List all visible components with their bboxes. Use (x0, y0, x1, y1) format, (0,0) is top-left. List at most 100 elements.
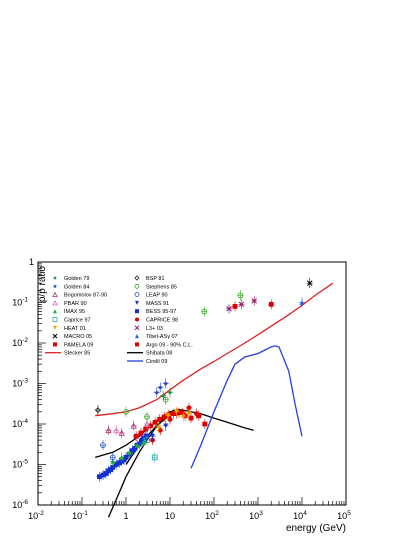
data-point (103, 471, 109, 476)
series-tibet-as-07 (299, 297, 305, 308)
data-point (143, 426, 149, 432)
plot-frame (37, 261, 347, 506)
y-tick-label: 1 (29, 257, 34, 267)
data-point (237, 292, 244, 299)
legend-label: Stephens 85 (146, 284, 177, 290)
legend-item: Golden 84 (52, 284, 89, 290)
legend-label: PAMELA 09 (64, 342, 93, 348)
data-point (130, 422, 137, 429)
legend-marker (52, 317, 58, 322)
legend-label: Golden 79 (64, 276, 89, 282)
legend-label: MACRO 05 (64, 334, 92, 340)
legend: Golden 79 Golden 84 Bogomolov 87-90 PBAR 90… (45, 275, 193, 365)
series-bsp-81 (94, 405, 101, 416)
legend-marker (53, 325, 57, 330)
data-point (163, 380, 169, 386)
data-point (163, 423, 169, 429)
data-point (148, 423, 153, 429)
data-point (194, 411, 199, 417)
data-point (109, 454, 116, 461)
legend-marker (135, 309, 139, 314)
data-point (251, 298, 257, 304)
data-point (144, 437, 150, 443)
series-heat-01 (155, 406, 192, 433)
data-point (186, 405, 192, 411)
data-point (232, 304, 238, 309)
data-point (167, 389, 173, 395)
legend-item: Golden 79 (52, 275, 89, 282)
data-point (136, 441, 142, 447)
data-point (100, 442, 106, 448)
series-golden-84 (153, 378, 169, 398)
legend-marker (135, 317, 139, 322)
series-stecker-85 (95, 282, 334, 417)
legend-marker (53, 342, 57, 347)
data-point (167, 416, 173, 422)
data-point (130, 448, 135, 454)
legend-item: Bogomolov 87-90 (52, 291, 107, 299)
legend-marker (135, 334, 139, 339)
data-point (143, 420, 151, 427)
legend-label: Shibata 08 (146, 351, 172, 357)
legend-marker (134, 283, 140, 289)
legend-item: L3+ 03 (134, 325, 163, 332)
series-line (95, 282, 334, 417)
data-point (226, 306, 232, 312)
legend-item: MACRO 05 (52, 333, 92, 340)
legend-item: HEAT 01 (53, 325, 86, 332)
legend-item: Cirelli 09 (127, 359, 167, 365)
data-point (162, 396, 169, 403)
legend-marker (134, 292, 140, 298)
legend-label: BSP 81 (146, 276, 165, 282)
data-point (157, 416, 162, 422)
data-point (161, 414, 167, 420)
legend-item: BSP 81 (134, 275, 165, 282)
data-point (113, 426, 120, 434)
data-point (179, 410, 185, 416)
x-tick-label: 104 (293, 510, 307, 521)
data-point (150, 433, 155, 439)
legend-marker (134, 325, 140, 331)
data-point (306, 280, 313, 286)
legend-item: LEAP 90 (134, 292, 168, 299)
x-tick-label: 10 (165, 511, 175, 521)
legend-item: Argo 09 - 90% C.L. (135, 342, 193, 348)
legend-marker (52, 291, 58, 298)
data-point (110, 464, 116, 470)
legend-label: Golden 84 (64, 284, 89, 290)
legend-label: Cirelli 09 (146, 359, 167, 365)
legend-label: IMAX 95 (64, 309, 85, 315)
data-point (156, 425, 161, 431)
data-point (133, 433, 139, 439)
legend-marker (134, 275, 140, 281)
x-tick-label: 105 (337, 510, 351, 521)
legend-label: Tibet-ASγ 07 (146, 334, 178, 340)
data-point (180, 414, 186, 420)
data-point (94, 407, 101, 414)
data-point (202, 421, 208, 427)
x-tick-label: 103 (249, 510, 263, 521)
legend-label: HEAT 01 (64, 326, 86, 332)
data-point (176, 410, 182, 416)
data-point (141, 440, 146, 445)
y-axis-label: p̄/p ratio (37, 266, 48, 303)
legend-item: Tibet-ASγ 07 (135, 334, 178, 340)
series-argo-09-90-c-l (231, 299, 275, 312)
legend-item: CAPRICE 98 (135, 317, 178, 324)
x-axis-label: energy (GeV) (286, 523, 346, 534)
legend-label: Bogomolov 87-90 (64, 293, 107, 299)
legend-label: Argo 09 - 90% C.L. (146, 342, 193, 348)
data-point (132, 445, 138, 451)
data-point (123, 409, 129, 415)
series-mass-91 (149, 420, 169, 442)
legend-item: IMAX 95 (53, 309, 85, 315)
data-point (188, 415, 194, 421)
legend-item: Stecker 85 (45, 351, 90, 357)
data-point (174, 409, 179, 415)
legend-item: PAMELA 09 (53, 342, 93, 348)
plot-data (94, 278, 334, 518)
legend-label: Stecker 85 (64, 351, 90, 357)
data-point (121, 457, 127, 463)
series-line (190, 345, 303, 469)
